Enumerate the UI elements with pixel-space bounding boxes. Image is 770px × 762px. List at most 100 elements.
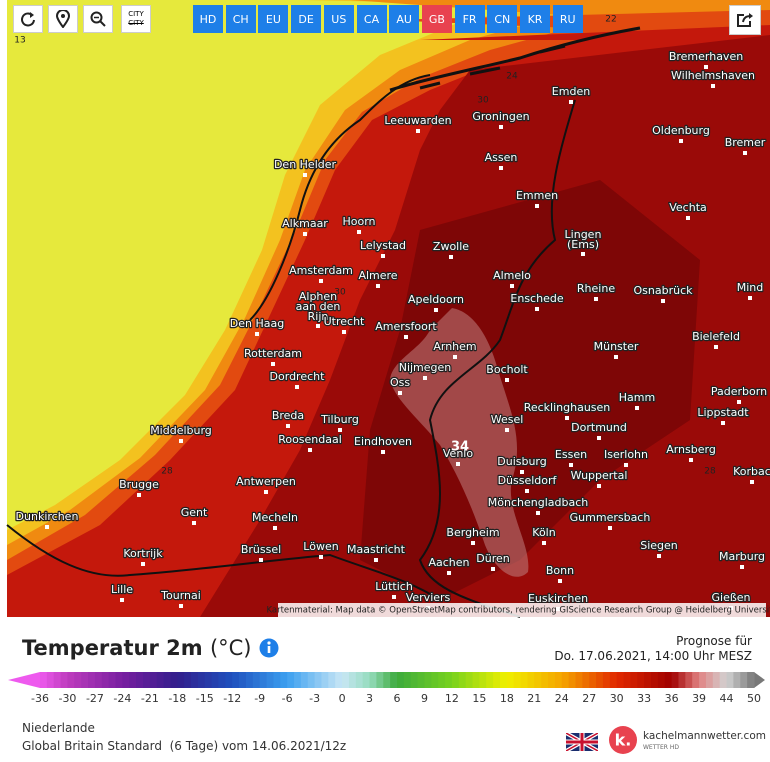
scale-cell	[390, 672, 398, 688]
region-button[interactable]: FR	[454, 5, 485, 33]
city-label: Bremerhaven	[669, 50, 743, 63]
region-button[interactable]: RU	[552, 5, 583, 33]
city-label: Alkmaar	[282, 217, 328, 230]
scale-end	[8, 672, 40, 688]
scale-label: 44	[720, 692, 734, 705]
region-button[interactable]: CN	[487, 5, 518, 33]
city-dot	[635, 406, 639, 410]
city-dot	[357, 230, 361, 234]
info-icon[interactable]	[259, 638, 279, 658]
scale-label: -12	[223, 692, 241, 705]
region-button[interactable]: AU	[389, 5, 420, 33]
scale-label: -15	[196, 692, 214, 705]
city-dot	[295, 385, 299, 389]
scale-label: -3	[309, 692, 320, 705]
city-dot	[338, 428, 342, 432]
city-dot	[398, 391, 402, 395]
city-label: Tournai	[160, 589, 201, 602]
scale-cell	[369, 672, 377, 688]
scale-cell	[211, 672, 219, 688]
scale-cell	[623, 672, 631, 688]
city-dot	[743, 151, 747, 155]
region-button[interactable]: HD	[193, 5, 223, 33]
flag-uk[interactable]	[566, 733, 598, 751]
city-label: Düsseldorf	[498, 474, 558, 487]
city-dot	[689, 458, 693, 462]
scale-label: 6	[394, 692, 401, 705]
scale-cell	[287, 672, 295, 688]
scale-cell	[170, 672, 178, 688]
city-label: Wesel	[491, 413, 524, 426]
scale-cell	[657, 672, 666, 688]
city-label: Mecheln	[252, 511, 298, 524]
scale-cell	[273, 672, 281, 688]
scale-cell	[705, 672, 714, 688]
city-label: Verviers	[406, 591, 451, 604]
scale-cell	[177, 672, 185, 688]
region-button[interactable]: EU	[258, 5, 289, 33]
scale-cell	[472, 672, 480, 688]
scale-cell	[81, 672, 89, 688]
city-dot	[525, 489, 529, 493]
region-button[interactable]: US	[323, 5, 354, 33]
region-button[interactable]: CA	[356, 5, 387, 33]
scale-label: 21	[527, 692, 541, 705]
city-label: Venlo	[443, 447, 473, 460]
brand-logo: k.	[609, 726, 637, 754]
city-label: Gummersbach	[570, 511, 651, 524]
city-button[interactable]: CITY CITY	[121, 5, 151, 33]
scale-cell	[685, 672, 693, 688]
city-label: CITY	[128, 10, 144, 18]
city-label: Breda	[272, 409, 304, 422]
city-label: Dortmund	[571, 421, 627, 434]
city-dot	[686, 216, 690, 220]
city-dot	[120, 598, 124, 602]
contour-label: 34	[451, 440, 469, 455]
city-label: Löwen	[303, 540, 338, 553]
city-label: Nijmegen	[399, 361, 452, 374]
scale-cell	[108, 672, 117, 688]
scale-cell	[733, 672, 741, 688]
forecast-label: Prognose für	[676, 634, 752, 648]
city-label: Hoorn	[342, 215, 375, 228]
region-button[interactable]: DE	[291, 5, 322, 33]
city-label: Assen	[485, 151, 518, 164]
region-button[interactable]: KR	[520, 5, 550, 33]
scale-cell	[438, 672, 446, 688]
zoom-button[interactable]	[83, 5, 113, 33]
city-dot	[137, 493, 141, 497]
city-label: Maastricht	[347, 543, 406, 556]
city-dot	[192, 521, 196, 525]
region-button[interactable]: CH	[225, 5, 256, 33]
city-dot	[711, 84, 715, 88]
reload-button[interactable]	[13, 5, 43, 33]
scale-cell	[719, 672, 728, 688]
city-label: Rheine	[577, 282, 615, 295]
scale-label: -24	[113, 692, 131, 705]
city-label: Lelystad	[360, 239, 406, 252]
scale-cell	[637, 672, 645, 688]
scale-cell	[218, 672, 226, 688]
scale-cell	[53, 672, 62, 688]
city-dot	[661, 299, 665, 303]
city-dot	[423, 376, 427, 380]
city-dot	[679, 139, 683, 143]
city-label: Rotterdam	[244, 347, 302, 360]
location-button[interactable]	[48, 5, 78, 33]
share-button[interactable]	[729, 5, 761, 35]
city-dot	[449, 255, 453, 259]
scale-cell	[520, 672, 528, 688]
scale-cell	[74, 672, 82, 688]
scale-label: -36	[31, 692, 49, 705]
scale-cell	[280, 672, 288, 688]
scale-label: 24	[555, 692, 569, 705]
scale-cell	[67, 672, 75, 688]
map: Bremerhaven Wilhelmshaven Emden Leeuwarden G…	[6, 0, 770, 618]
city-label: aan den	[296, 300, 341, 313]
city-label: Almere	[358, 269, 397, 282]
scale-cell	[300, 672, 309, 688]
region-button[interactable]: GB	[421, 5, 452, 33]
city-dot	[558, 579, 562, 583]
city-dot	[594, 297, 598, 301]
city-label: Mind	[737, 281, 764, 294]
